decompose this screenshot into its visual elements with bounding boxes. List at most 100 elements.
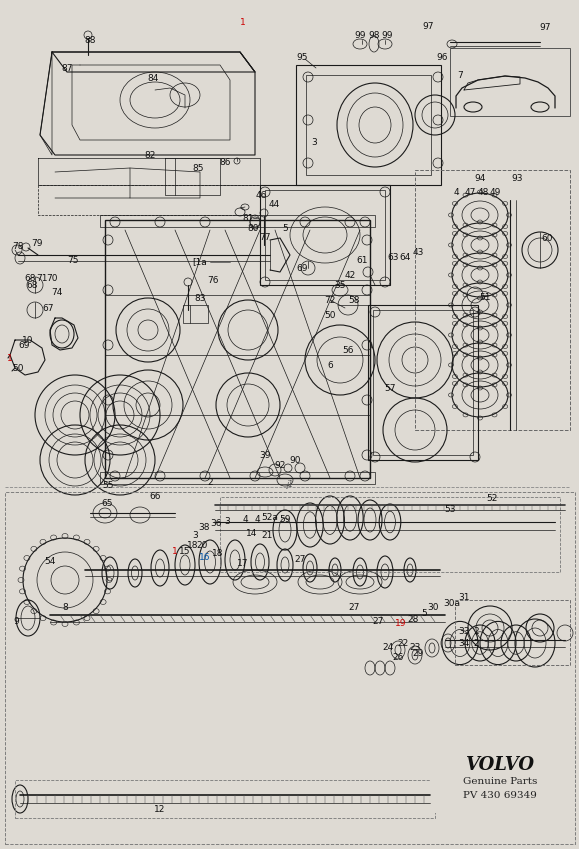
Bar (450, 48, 570, 116)
Text: 12: 12 (155, 806, 166, 814)
Text: 75: 75 (67, 256, 79, 265)
Text: 65: 65 (101, 498, 113, 508)
Text: 51: 51 (479, 293, 491, 301)
Bar (15, 780, 435, 818)
Text: 39: 39 (259, 451, 271, 459)
Text: 98: 98 (368, 31, 380, 40)
Text: 93: 93 (511, 173, 523, 183)
Text: 42: 42 (345, 271, 356, 279)
Text: 97: 97 (422, 21, 434, 31)
Bar (368, 305, 478, 460)
Bar (105, 220, 370, 478)
Text: 19: 19 (395, 620, 407, 628)
Text: 17: 17 (237, 559, 249, 569)
Text: 59: 59 (279, 515, 291, 525)
Text: 67: 67 (42, 303, 54, 312)
Text: 81: 81 (242, 213, 254, 222)
Bar (100, 472, 375, 484)
Text: 28: 28 (407, 616, 419, 625)
Text: 14: 14 (246, 528, 258, 537)
Bar (183, 305, 208, 323)
Text: 18: 18 (187, 542, 199, 550)
Text: 36: 36 (210, 520, 222, 528)
Text: 74: 74 (52, 288, 63, 296)
Text: 47: 47 (464, 188, 476, 196)
Text: 1: 1 (7, 353, 13, 363)
Text: 3: 3 (311, 138, 317, 147)
Text: 64: 64 (400, 252, 411, 261)
Text: 5: 5 (421, 609, 427, 617)
Text: 99: 99 (354, 31, 366, 40)
Text: 57: 57 (384, 384, 396, 392)
Text: 69: 69 (19, 340, 30, 350)
Text: 20: 20 (196, 542, 208, 550)
Text: 2: 2 (207, 477, 213, 486)
Text: 60: 60 (541, 233, 553, 243)
Text: 70: 70 (46, 273, 58, 283)
Text: 34: 34 (459, 638, 470, 648)
Text: 96: 96 (436, 53, 448, 61)
Text: 4: 4 (242, 515, 248, 525)
Text: 3: 3 (224, 516, 230, 526)
Text: 16: 16 (199, 554, 211, 563)
Text: 24: 24 (382, 644, 394, 653)
Text: 22: 22 (397, 638, 409, 648)
Text: 48: 48 (477, 188, 489, 196)
Text: 9: 9 (13, 617, 19, 627)
Bar (100, 215, 375, 227)
Text: 46: 46 (255, 190, 267, 200)
Bar (220, 497, 560, 572)
Bar (430, 748, 570, 813)
Bar (415, 170, 570, 430)
Bar (296, 65, 441, 185)
Text: 92: 92 (274, 460, 285, 469)
Text: 55: 55 (102, 481, 113, 490)
Text: [1a: [1a (193, 257, 207, 267)
Text: 63: 63 (387, 252, 399, 261)
Text: 77: 77 (259, 233, 271, 241)
Text: 27: 27 (372, 617, 384, 627)
Text: 58: 58 (348, 295, 360, 305)
Text: 84: 84 (147, 74, 159, 82)
Text: 15: 15 (179, 548, 190, 556)
Text: 31: 31 (458, 593, 470, 601)
Text: 72: 72 (324, 295, 336, 305)
Text: 50: 50 (12, 363, 24, 373)
Text: 21: 21 (261, 531, 273, 541)
Text: 88: 88 (85, 36, 96, 44)
Text: 66: 66 (149, 492, 161, 501)
Text: 52a: 52a (262, 514, 278, 522)
Text: PV 430 69349: PV 430 69349 (463, 790, 537, 800)
Text: 76: 76 (207, 275, 219, 284)
Text: 50: 50 (324, 311, 336, 319)
Bar (306, 75, 431, 175)
Text: 2: 2 (473, 638, 479, 648)
Bar (455, 600, 570, 665)
Text: 38: 38 (198, 522, 210, 531)
Text: 6: 6 (327, 361, 333, 369)
Text: 4: 4 (453, 188, 459, 196)
Text: j1: j1 (287, 480, 294, 488)
Text: 26: 26 (393, 653, 404, 661)
Bar (265, 190, 385, 280)
Text: 30a: 30a (444, 599, 460, 609)
Text: 18: 18 (212, 549, 223, 559)
Text: 85: 85 (192, 164, 204, 172)
Bar (5, 492, 575, 844)
Text: 23: 23 (409, 644, 421, 653)
Text: 71: 71 (36, 273, 47, 283)
Text: 27: 27 (349, 604, 360, 612)
Text: 79: 79 (31, 239, 43, 248)
Text: 87: 87 (61, 64, 73, 72)
Text: 68: 68 (26, 280, 38, 290)
Text: 43: 43 (412, 248, 424, 256)
Text: 29: 29 (412, 649, 424, 659)
Text: 33: 33 (458, 627, 470, 637)
Text: 97: 97 (539, 23, 551, 31)
Text: 82: 82 (144, 150, 156, 160)
Text: 1: 1 (172, 548, 178, 556)
Text: 90: 90 (290, 456, 301, 464)
Bar (373, 310, 473, 455)
Text: 68: 68 (24, 273, 36, 283)
Text: 35: 35 (334, 280, 346, 290)
